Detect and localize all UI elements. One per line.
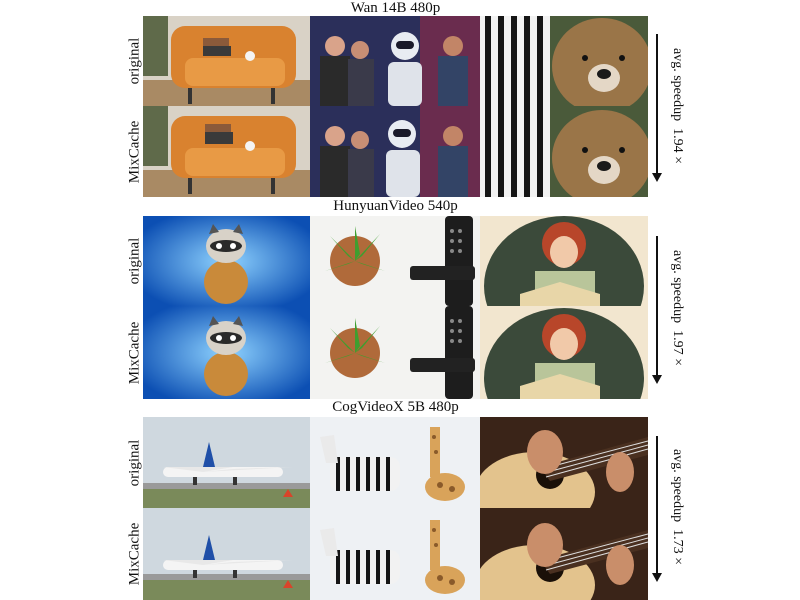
zebra-giraffe-original-image [310,417,480,508]
speedup-arrow-head [652,173,662,182]
speedup-value: 1.94 × [670,128,685,164]
airplane-mixcache-image [143,508,310,600]
section-title-wan: Wan 14B 480p [350,0,441,16]
speedup-indicator-cogvideox: avg. speedup 1.73 × [652,432,692,582]
speedup-arrow-head [652,573,662,582]
plant-remote-mixcache-image [310,306,480,399]
guitar-original-image [480,417,648,508]
speedup-label: avg. speedup [670,250,685,324]
armchair-original-image [143,16,310,106]
woman-reading-mixcache-image [480,306,648,399]
speedup-value: 1.97 × [670,330,685,366]
row-label-original: original [126,237,143,285]
speedup-arrow-line [656,34,658,174]
speedup-arrow-line [656,436,658,574]
speedup-label: avg. speedup [670,48,685,122]
raccoon-original-image [143,216,310,306]
section-title-hunyuan: HunyuanVideo 540p [333,198,458,214]
zebra-bear-original-image [480,16,648,106]
raccoon-mixcache-image [143,306,310,399]
woman-reading-original-image [480,216,648,306]
speedup-value: 1.73 × [670,529,685,565]
armchair-mixcache-image [143,106,310,197]
robot-party-mixcache-image [310,106,480,197]
speedup-label: avg. speedup [670,449,685,523]
plant-remote-original-image [310,216,480,306]
speedup-indicator-wan: avg. speedup 1.94 × [652,30,692,182]
row-label-original: original [126,439,143,486]
guitar-mixcache-image [480,508,648,600]
speedup-arrow-head [652,375,662,384]
speedup-arrow-line [656,236,658,376]
row-label-mixcache: MixCache [126,120,143,183]
robot-party-original-image [310,16,480,106]
row-label-original: original [126,37,143,85]
airplane-original-image [143,417,310,508]
zebra-giraffe-mixcache-image [310,508,480,600]
row-label-mixcache: MixCache [126,321,143,384]
zebra-bear-mixcache-image [480,106,648,197]
section-title-cogvideox: CogVideoX 5B 480p [332,399,459,415]
row-label-mixcache: MixCache [126,522,143,586]
speedup-indicator-hunyuan: avg. speedup 1.97 × [652,232,692,384]
